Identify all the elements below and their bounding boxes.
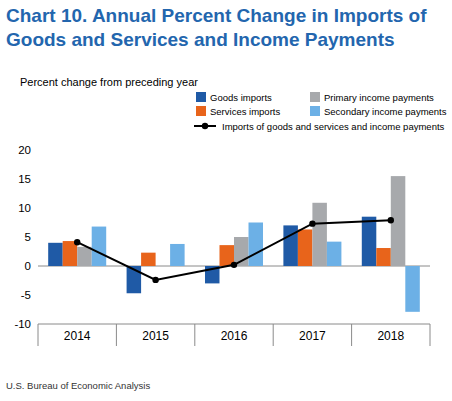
legend-swatch: [310, 92, 320, 102]
y-tick-label: 0: [25, 260, 31, 272]
legend-swatch: [310, 106, 320, 116]
category-separator: [273, 324, 274, 346]
marker: [231, 262, 237, 268]
legend-swatch: [202, 123, 208, 129]
legend-label: Secondary income payments: [324, 106, 447, 117]
x-tick-label: 2017: [299, 329, 326, 343]
bar: [249, 223, 264, 267]
x-tick-label: 2015: [142, 329, 169, 343]
bar: [298, 229, 313, 266]
bar: [156, 266, 171, 267]
x-tick-label: 2014: [64, 329, 91, 343]
source: U.S. Bureau of Economic Analysis: [6, 380, 150, 391]
legend-label: Imports of goods and services and income…: [222, 121, 445, 132]
category-separator: [430, 324, 431, 346]
y-tick-label: 10: [18, 202, 31, 214]
bar: [77, 247, 92, 266]
bar: [170, 244, 185, 266]
x-axis-line: [38, 324, 430, 325]
title-line: Goods and Services and Income Payments: [6, 29, 395, 50]
bar: [63, 241, 78, 266]
marker: [152, 277, 158, 283]
bar: [48, 243, 63, 266]
bar: [376, 248, 391, 266]
legend-label: Primary income payments: [324, 92, 434, 103]
y-tick-label: -5: [21, 289, 31, 301]
y-tick-label: 20: [18, 144, 31, 156]
y-axis-label: Percent change from preceding year: [20, 76, 198, 88]
bar: [362, 217, 377, 266]
y-tick-label: 15: [18, 173, 31, 185]
x-tick-label: 2018: [377, 329, 404, 343]
y-tick-label: 5: [25, 231, 31, 243]
bar: [312, 203, 327, 266]
marker: [309, 220, 315, 226]
bar: [141, 253, 156, 266]
bar: [92, 227, 107, 266]
legend-label: Services imports: [210, 106, 280, 117]
bar: [327, 242, 342, 266]
legend-label: Goods imports: [210, 92, 272, 103]
marker: [388, 217, 394, 223]
title: Chart 10. Annual Percent Change in Impor…: [6, 5, 427, 50]
legend-swatch: [196, 106, 206, 116]
bar: [405, 266, 420, 312]
x-tick-label: 2016: [221, 329, 248, 343]
category-separator: [194, 324, 195, 346]
line: [77, 220, 391, 280]
legend: Goods imports Services imports Primary inc…: [194, 92, 447, 132]
marker: [74, 239, 80, 245]
category-separator: [116, 324, 117, 346]
y-tick-label: -10: [14, 318, 31, 330]
chart: Chart 10. Annual Percent Change in Impor…: [0, 0, 452, 401]
legend-swatch: [196, 92, 206, 102]
category-separator: [351, 324, 352, 346]
category-separator: [38, 324, 39, 346]
title-line: Chart 10. Annual Percent Change in Impor…: [6, 5, 427, 26]
marks: [48, 176, 420, 312]
